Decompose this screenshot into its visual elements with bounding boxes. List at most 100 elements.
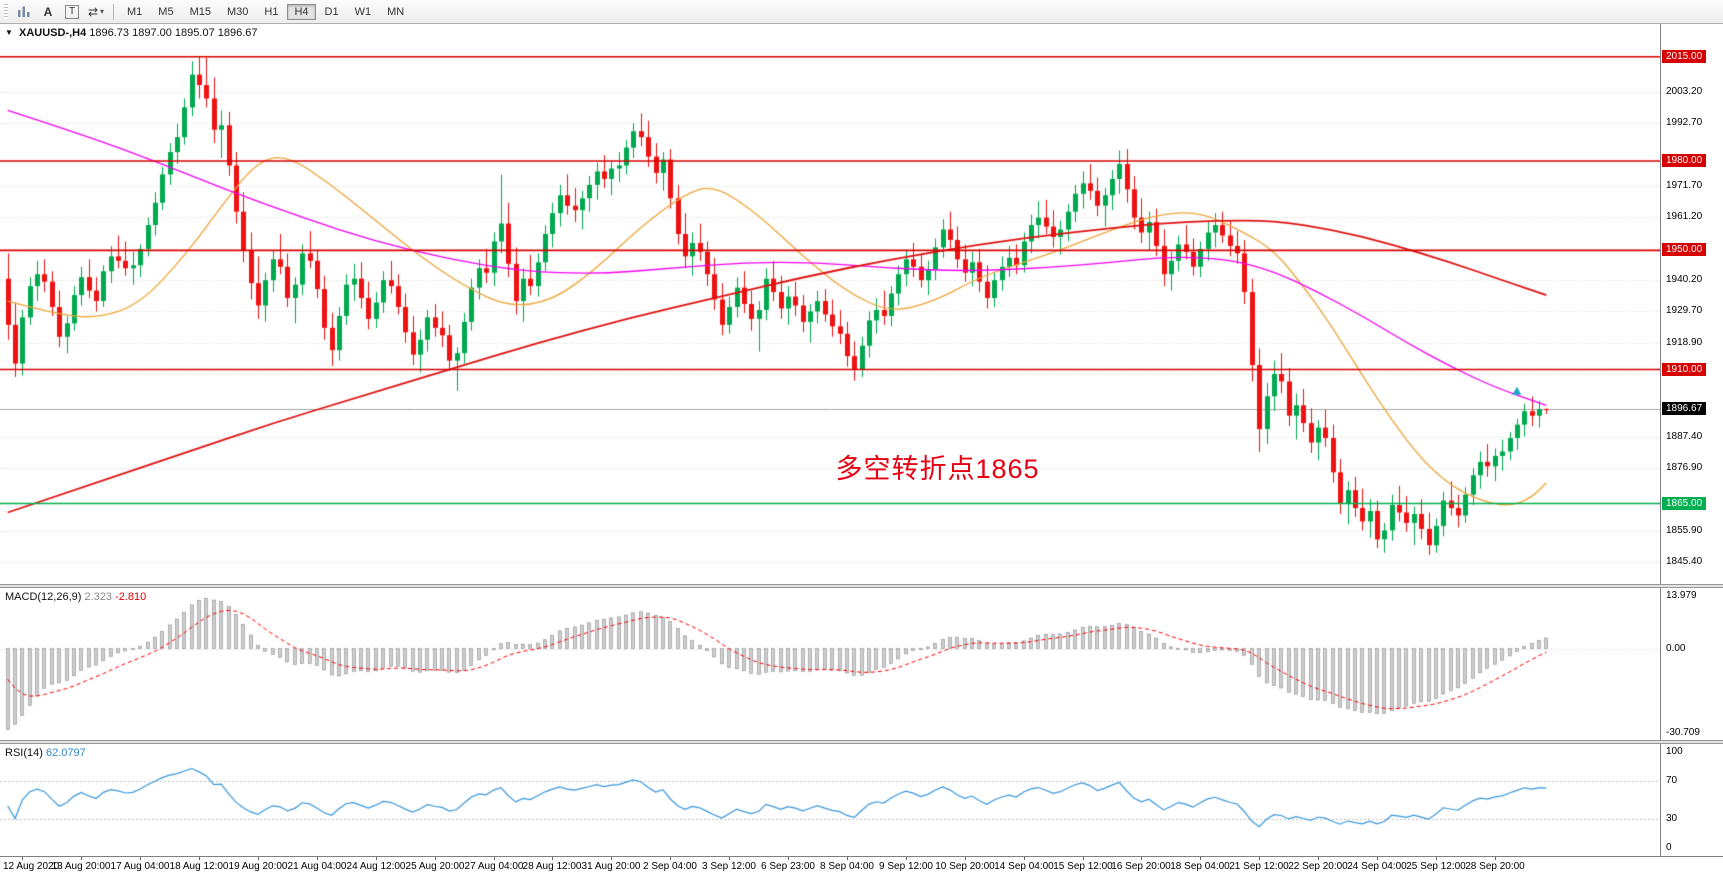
- price-tick-1887.40: 1887.40: [1666, 430, 1703, 442]
- time-tick: [81, 857, 82, 860]
- macd-name: MACD(12,26,9): [5, 591, 82, 603]
- time-tick: [1200, 857, 1201, 860]
- time-label: 3 Sep 12:00: [702, 861, 756, 872]
- rsi-value: 62.0797: [45, 747, 86, 759]
- timeframe-button-m1[interactable]: M1: [127, 5, 143, 18]
- macd-canvas[interactable]: [0, 588, 1661, 740]
- bar-chart-glyph: [18, 6, 30, 17]
- time-label: 22 Sep 20:00: [1288, 861, 1348, 872]
- time-tick: [670, 857, 671, 860]
- timeframe-button-d1[interactable]: D1: [324, 5, 339, 18]
- toolbar: A T ⇄ ▾ M1 M5 M15 M30 H1 H4 D1 W1 MN: [0, 0, 1723, 24]
- macd-scale-13.979: 13.979: [1666, 590, 1697, 601]
- main-chart-panel: ▼ XAUUSD-,H4 1896.73 1897.00 1895.07 189…: [0, 24, 1723, 584]
- timeframe-button-h1[interactable]: H1: [264, 5, 279, 18]
- time-label: 21 Aug 04:00: [287, 861, 347, 872]
- level-price-tag-1950.00: 1950.00: [1662, 243, 1707, 257]
- price-tick-1855.90: 1855.90: [1666, 524, 1703, 536]
- cursor-a-icon[interactable]: A: [37, 2, 59, 22]
- time-label: 10 Sep 20:00: [935, 861, 995, 872]
- timeframe-button-m30[interactable]: M30: [226, 5, 249, 18]
- time-label: 8 Sep 04:00: [820, 861, 874, 872]
- price-tick-1929.70: 1929.70: [1666, 304, 1703, 316]
- time-label: 15 Sep 12:00: [1053, 861, 1113, 872]
- time-tick: [1024, 857, 1025, 860]
- time-tick: [906, 857, 907, 860]
- chart-annotation-text[interactable]: 多空转折点1865: [835, 453, 1040, 484]
- time-label: 12 Aug 2020: [3, 861, 60, 872]
- price-axis[interactable]: 2003.20 1992.70 1971.70 1961.20 1940.20 1929.…: [1660, 24, 1723, 584]
- collapse-arrow-icon[interactable]: ▼: [5, 28, 13, 37]
- price-tick-1845.40: 1845.40: [1666, 555, 1703, 567]
- text-tool-label: T: [64, 4, 80, 19]
- time-label: 17 Aug 04:00: [110, 861, 170, 872]
- macd-panel: MACD(12,26,9) 2.323 -2.810 13.979 0.00 -30…: [0, 588, 1723, 740]
- toolbar-separator: [113, 3, 114, 20]
- chart-title: ▼ XAUUSD-,H4 1896.73 1897.00 1895.07 189…: [5, 27, 258, 39]
- macd-main-value: 2.323: [84, 591, 113, 603]
- rsi-name: RSI(14): [5, 747, 43, 759]
- level-price-tag-1865.00: 1865.00: [1662, 496, 1707, 510]
- time-tick: [1259, 857, 1260, 860]
- price-tick-1992.70: 1992.70: [1666, 117, 1703, 129]
- price-chart-canvas[interactable]: [0, 24, 1661, 584]
- time-label: 16 Sep 20:00: [1111, 861, 1171, 872]
- time-label: 18 Sep 04:00: [1170, 861, 1230, 872]
- panel-splitter-macd[interactable]: [0, 584, 1723, 588]
- timeframe-button-m5[interactable]: M5: [158, 5, 174, 18]
- toolbar-grip[interactable]: [4, 4, 8, 19]
- time-tick: [317, 857, 318, 860]
- time-label: 28 Sep 20:00: [1465, 861, 1525, 872]
- timeframe-buttons: M1 M5 M15 M30 H1 H4 D1 W1 MN: [119, 3, 412, 20]
- time-tick: [199, 857, 200, 860]
- timeframe-button-m15[interactable]: M15: [189, 5, 211, 18]
- time-label: 2 Sep 04:00: [643, 861, 697, 872]
- time-label: 25 Aug 20:00: [405, 861, 465, 872]
- rsi-axis[interactable]: 100 70 30 0: [1660, 744, 1723, 856]
- rsi-scale-70: 70: [1666, 774, 1678, 786]
- time-label: 24 Sep 04:00: [1347, 861, 1407, 872]
- cursor-a-label: A: [43, 4, 53, 19]
- time-label: 18 Aug 12:00: [169, 861, 229, 872]
- time-tick: [552, 857, 553, 860]
- cycle-arrows-icon[interactable]: ⇄ ▾: [85, 2, 107, 22]
- timeframe-button-h4[interactable]: H4: [287, 3, 316, 20]
- macd-axis[interactable]: 13.979 0.00 -30.709: [1660, 588, 1723, 740]
- level-price-tag-1980.00: 1980.00: [1662, 154, 1707, 168]
- rsi-scale-100: 100: [1666, 745, 1683, 757]
- time-tick: [611, 857, 612, 860]
- timeframe-button-mn[interactable]: MN: [387, 5, 405, 18]
- time-tick: [1083, 857, 1084, 860]
- timeframe-button-w1[interactable]: W1: [354, 5, 372, 18]
- time-label: 24 Aug 12:00: [346, 861, 406, 872]
- time-axis[interactable]: 12 Aug 2020 13 Aug 20:00 17 Aug 04:00 18 Au…: [0, 856, 1723, 892]
- bar-chart-icon[interactable]: [13, 2, 35, 22]
- time-label: 31 Aug 20:00: [581, 861, 641, 872]
- level-price-tag-2015.00: 2015.00: [1662, 49, 1707, 63]
- time-tick: [847, 857, 848, 860]
- time-label: 21 Sep 12:00: [1229, 861, 1289, 872]
- time-tick: [1141, 857, 1142, 860]
- time-tick: [140, 857, 141, 860]
- rsi-canvas[interactable]: [0, 744, 1661, 856]
- rsi-scale-30: 30: [1666, 813, 1678, 825]
- price-tick-2003.20: 2003.20: [1666, 85, 1703, 97]
- macd-signal-value: -2.810: [115, 591, 147, 603]
- level-price-tag-1910.00: 1910.00: [1662, 362, 1707, 376]
- time-label: 25 Sep 12:00: [1406, 861, 1466, 872]
- ohlc-values: 1896.73 1897.00 1895.07 1896.67: [89, 27, 258, 39]
- time-label: 27 Aug 04:00: [464, 861, 524, 872]
- cycle-arrows-glyph: ⇄: [87, 4, 99, 19]
- price-tick-1940.20: 1940.20: [1666, 273, 1703, 285]
- time-tick: [435, 857, 436, 860]
- current-price-tag: 1896.67: [1662, 402, 1707, 416]
- macd-label: MACD(12,26,9) 2.323 -2.810: [5, 591, 146, 603]
- macd-scale--30.709: -30.709: [1666, 727, 1700, 738]
- macd-scale-0.00: 0.00: [1666, 642, 1686, 654]
- time-tick: [22, 857, 23, 860]
- text-tool-icon[interactable]: T: [61, 2, 83, 22]
- time-label: 28 Aug 12:00: [522, 861, 582, 872]
- price-tick-1876.90: 1876.90: [1666, 462, 1703, 474]
- panel-splitter-rsi[interactable]: [0, 740, 1723, 744]
- time-tick: [494, 857, 495, 860]
